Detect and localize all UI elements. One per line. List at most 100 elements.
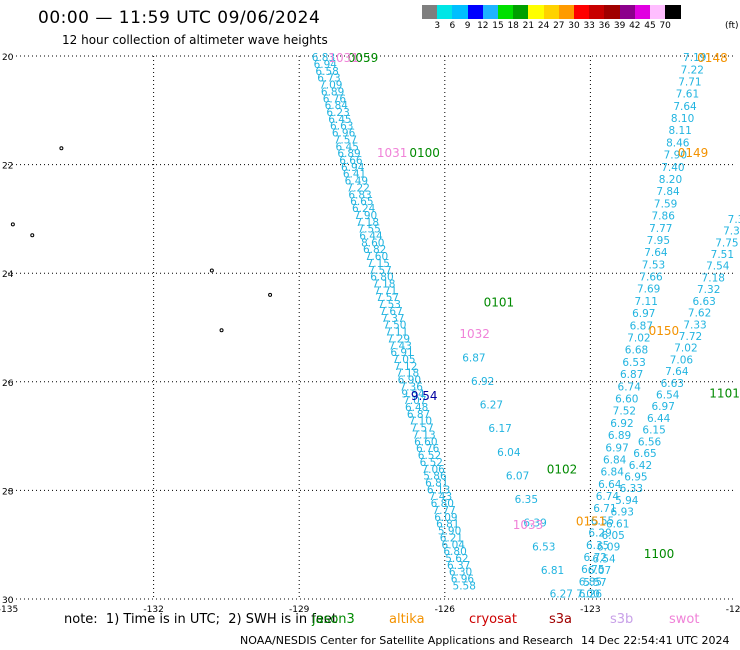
color-scale-label: 24 [537, 21, 550, 31]
wave-height-value: 6.73 [317, 73, 340, 85]
wave-height-value: 5.90 [438, 526, 461, 538]
wave-height-value: 7.69 [637, 284, 660, 296]
color-scale-swatch [513, 5, 529, 19]
wave-height-value: 6.53 [622, 357, 645, 369]
wave-height-value: 6.55 [591, 515, 614, 527]
wave-height-value: 5.58 [453, 580, 476, 592]
color-scale-swatch [467, 5, 484, 19]
wave-height-value: 6.76 [416, 443, 440, 455]
wave-height-value: 6.97 [652, 401, 675, 413]
wave-height-value: 6.68 [625, 345, 648, 357]
wave-height-value: 7.64 [673, 101, 697, 113]
wave-height-value: 6.96 [451, 574, 475, 586]
wave-height-value: 6.84 [601, 467, 625, 479]
wave-height-value: 6.95 [624, 471, 647, 483]
wave-height-value: 6.52 [418, 450, 441, 462]
wave-height-value: 6.76 [323, 93, 347, 105]
page-title: 00:00 — 11:59 UTC 09/06/2024 [38, 8, 321, 28]
wave-height-value: 6.33 [620, 483, 643, 495]
wave-height-value: 7.67 [379, 306, 402, 318]
wave-height-value: 7.61 [676, 89, 699, 101]
satellite-legend-altika: altika [389, 612, 425, 627]
lon-tick-label: -120 [726, 605, 740, 615]
wave-height-value: 6.17 [488, 423, 511, 435]
wave-height-value: 6.04 [442, 539, 466, 551]
wave-height-value: 8.46 [666, 137, 690, 149]
color-scale-swatch [528, 5, 545, 19]
wave-height-value: 7.06 [670, 354, 694, 366]
color-scale-swatch [437, 5, 453, 19]
wave-height-value: 7.71 [374, 285, 397, 297]
pass-time-label: 0149 [678, 146, 709, 160]
wave-height-value: 7.50 [383, 320, 406, 332]
color-scale-label: 12 [477, 21, 489, 31]
wave-height-value: 6.15 [642, 425, 665, 437]
wave-height-value: 6.21 [440, 532, 463, 544]
wave-height-value: 6.42 [629, 460, 652, 472]
wave-height-value: 6.84 [325, 100, 349, 112]
wave-height-value: 7.53 [378, 299, 401, 311]
wave-height-value: 6.64 [598, 479, 622, 491]
wave-height-value: 7.3 [723, 226, 740, 238]
color-scale-label: 3 [434, 21, 441, 31]
wave-height-value: 6.26 [579, 589, 603, 601]
color-scale-label: 36 [598, 21, 611, 31]
color-scale-swatch [574, 5, 590, 19]
color-scale-label: 39 [613, 21, 626, 31]
satellite-legend-s3a: s3a [549, 612, 573, 627]
wave-height-value: 7.02 [627, 333, 650, 345]
wave-height-value: 7.75 [715, 237, 738, 249]
wave-height-value: 6.74 [596, 491, 620, 503]
wave-height-value: 6.81 [436, 519, 459, 531]
wave-height-value: 7.18 [396, 368, 419, 380]
color-scale-label: 18 [507, 21, 519, 31]
wave-height-value: 6.04 [497, 447, 521, 459]
wave-height-value: 8.11 [668, 125, 691, 137]
wave-height-value: 6.60 [615, 393, 638, 405]
island-marker [10, 222, 15, 227]
wave-height-value: 5.86 [423, 471, 447, 483]
satellite-legend-s3b: s3b [610, 612, 634, 627]
color-scale-label: 45 [644, 21, 656, 31]
wave-height-value: 7.06 [421, 464, 445, 476]
wave-height-value: 6.94 [314, 59, 338, 71]
wave-height-value: 6.90 [398, 375, 421, 387]
color-scale-label: 27 [553, 21, 565, 31]
wave-height-value: 6.54 [656, 390, 680, 402]
pass-time-label: 0150 [649, 324, 680, 338]
wave-height-value: 6.94 [341, 162, 365, 174]
page-subtitle: 12 hour collection of altimeter wave hei… [62, 33, 328, 47]
lon-tick-label: -123 [580, 605, 600, 615]
color-scale-swatch [619, 5, 636, 19]
color-scale-swatch [422, 5, 438, 19]
wave-height-value: 7.12 [394, 361, 417, 373]
wave-height-value: 7.77 [649, 223, 672, 235]
pass-time-label: 1101 [709, 387, 740, 401]
wave-height-value: 6.63 [661, 378, 684, 390]
wave-height-value: 6.60 [414, 436, 437, 448]
satellite-legend-cryosat: cryosat [469, 612, 517, 627]
wave-height-value: 6.83 [312, 52, 335, 64]
wave-height-value: 6.52 [420, 457, 443, 469]
wave-height-value: 6.96 [332, 128, 356, 140]
wave-height-value: 6.66 [339, 155, 363, 167]
pass-time-label: 1033 [513, 518, 544, 532]
wave-height-value: 6.56 [638, 436, 662, 448]
wave-height-value: 7.09 [319, 80, 342, 92]
wave-height-value: 6.81 [541, 565, 564, 577]
wave-height-value: 6.72 [584, 552, 607, 564]
wave-height-value: 6.45 [328, 114, 351, 126]
wave-height-value: 7.00 [576, 589, 599, 601]
wave-height-value: 7.33 [683, 319, 706, 331]
wave-height-value: 6.75 [581, 564, 604, 576]
color-scale-swatch [589, 5, 605, 19]
wave-height-value: 6.45 [336, 141, 359, 153]
pass-time-label: 1100 [644, 547, 675, 561]
color-scale-swatch [604, 5, 621, 19]
wave-height-value: 7.66 [639, 272, 663, 284]
wave-height-value: 7.71 [678, 76, 701, 88]
wave-height-value: 6.44 [647, 413, 671, 425]
wave-height-value: 6.24 [352, 203, 376, 215]
wave-height-value: 8.60 [361, 237, 384, 249]
